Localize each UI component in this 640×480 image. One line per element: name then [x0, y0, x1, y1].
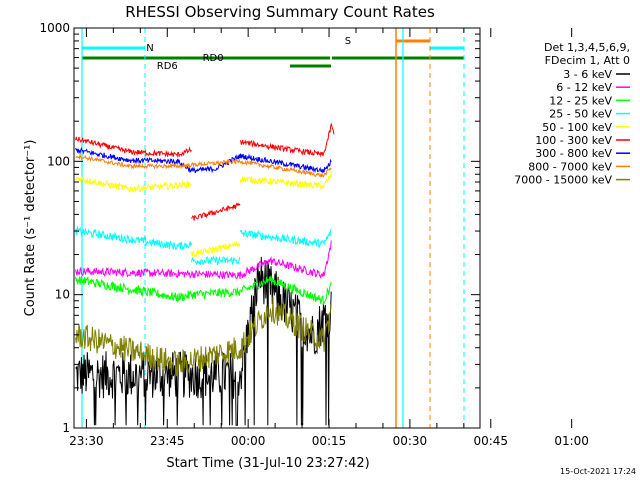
y-axis-label: Count Rate (s⁻¹ detector⁻¹) — [23, 140, 38, 317]
x-axis-label: Start Time (31-Jul-10 23:27:42) — [166, 456, 369, 471]
x-tick-label-6: 01:00 — [554, 434, 589, 448]
series-7 — [75, 153, 332, 178]
series-5-segment-2 — [239, 122, 335, 158]
y-tick-label-2: 100 — [47, 154, 70, 168]
series-8 — [75, 296, 332, 377]
series-8-segment-0 — [75, 296, 332, 377]
series-3 — [75, 225, 332, 266]
legend-label-0: 3 - 6 keV — [563, 68, 612, 81]
legend-label-7: 800 - 7000 keV — [528, 160, 612, 173]
series-4-segment-1 — [191, 240, 241, 258]
series-6 — [75, 146, 332, 174]
plot-frame — [73, 27, 481, 429]
chart-title: RHESSI Observing Summary Count Rates — [125, 3, 435, 21]
series-2-segment-0 — [75, 275, 332, 305]
legend-header-line-2: FDecim 1, Att 0 — [545, 54, 630, 67]
series-5 — [75, 122, 335, 221]
x-tick-label-4: 00:30 — [393, 434, 428, 448]
y-tick-label-0: 1 — [62, 421, 70, 435]
legend-label-6: 300 - 800 keV — [535, 147, 612, 160]
legend-label-8: 7000 - 15000 keV — [514, 174, 612, 187]
annotation-rd0: RD0 — [203, 53, 224, 64]
timestamp: 15-Oct-2021 17:24 — [560, 467, 636, 476]
y-tick-label-1: 10 — [55, 288, 70, 302]
series-5-segment-1 — [191, 202, 241, 221]
series-4 — [75, 171, 332, 258]
x-tick-label-0: 23:30 — [69, 434, 104, 448]
series-3-segment-2 — [239, 228, 332, 249]
x-tick-label-3: 00:15 — [312, 434, 347, 448]
series-1 — [75, 240, 332, 280]
annotations: N S RD0 RD6 — [146, 36, 351, 72]
annotation-n: N — [146, 43, 153, 54]
legend-header-line-1: Det 1,3,4,5,6,9, — [544, 41, 630, 54]
series-layer — [75, 122, 335, 426]
series-4-segment-0 — [75, 175, 192, 193]
legend-label-2: 12 - 25 keV — [549, 94, 612, 107]
legend-label-3: 25 - 50 keV — [549, 108, 612, 121]
x-tick-label-1: 23:45 — [150, 434, 185, 448]
legend-label-1: 6 - 12 keV — [556, 81, 612, 94]
y-tick-label-3: 1000 — [39, 21, 70, 35]
series-6-segment-0 — [75, 146, 332, 174]
series-4-segment-2 — [239, 171, 332, 190]
annotation-s: S — [345, 36, 351, 47]
series-3-segment-0 — [75, 225, 192, 251]
x-tick-label-2: 00:00 — [231, 434, 266, 448]
annotation-rd6: RD6 — [157, 61, 178, 72]
series-5-segment-0 — [75, 136, 192, 158]
series-7-segment-0 — [75, 153, 332, 178]
legend-label-4: 50 - 100 keV — [542, 121, 612, 134]
x-tick-label-5: 00:45 — [473, 434, 508, 448]
legend-label-5: 100 - 300 keV — [535, 134, 612, 147]
axes-layer: 1 10 100 1000 23:30 23:45 00:00 00:15 00:30 00:45… — [39, 21, 589, 448]
series-1-segment-0 — [75, 240, 332, 280]
series-3-segment-1 — [191, 255, 241, 266]
plot-decorations — [81, 28, 465, 428]
series-2 — [75, 275, 332, 305]
